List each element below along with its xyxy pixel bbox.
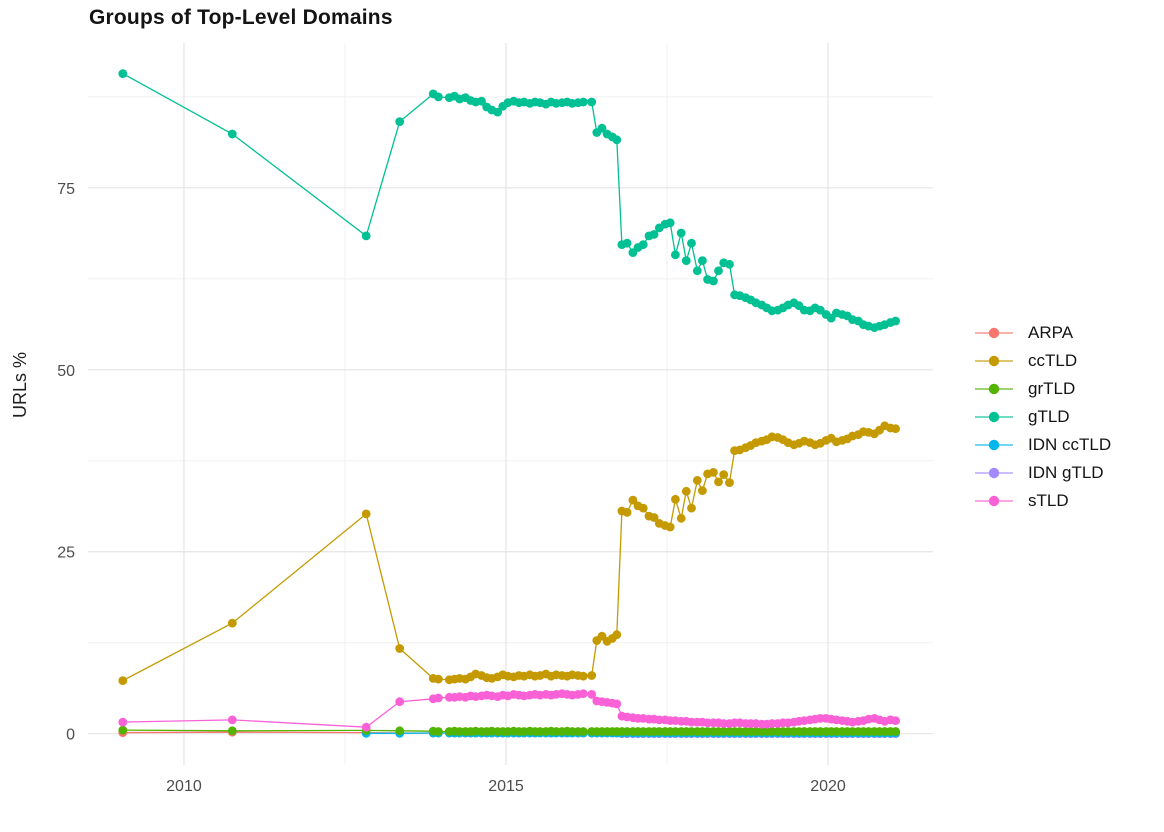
y-tick-label-25: 25 — [57, 545, 75, 562]
series-gtld-point — [395, 117, 404, 126]
series-stld-point — [228, 716, 237, 725]
series-gtld-point — [714, 266, 723, 275]
series-stld-point — [612, 700, 621, 709]
legend-key-stld-icon — [974, 492, 1014, 510]
series-gtld-point — [671, 250, 680, 259]
legend-key-idn-cctld-icon — [974, 436, 1014, 454]
legend-item-grtld: grTLD — [974, 375, 1111, 403]
series-cctld-point — [362, 510, 371, 519]
legend-item-gtld: gTLD — [974, 403, 1111, 431]
series-gtld-point — [677, 229, 686, 238]
series-gtld-point — [666, 218, 675, 227]
series-cctld-point — [677, 514, 686, 523]
series-cctld-point — [395, 644, 404, 653]
series-stld-point — [395, 697, 404, 706]
legend-key-arpa-icon — [974, 324, 1014, 342]
series-grtld-point — [891, 727, 900, 736]
legend-item-cctld: ccTLD — [974, 347, 1111, 375]
series-stld-point — [118, 718, 127, 727]
series-stld-point — [362, 723, 371, 732]
legend-label-arpa: ARPA — [1028, 323, 1073, 343]
series-cctld-point — [623, 508, 632, 517]
series-gtld-point — [698, 256, 707, 265]
legend-key-cctld-icon — [974, 352, 1014, 370]
series-cctld-point — [579, 672, 588, 681]
series-cctld-point — [709, 468, 718, 477]
chart-title: Groups of Top-Level Domains — [89, 6, 393, 30]
legend-item-idn-gtld: IDN gTLD — [974, 459, 1111, 487]
series-gtld-point — [434, 93, 443, 102]
series-gtld-point — [891, 317, 900, 326]
series-cctld-point — [612, 630, 621, 639]
legend: ARPA ccTLD grTLD gTLD IDN ccTLD IDN gTLD sTLD — [974, 319, 1111, 515]
series-cctld-point — [682, 487, 691, 496]
series-stld-point — [434, 694, 443, 703]
series-gtld-point — [587, 98, 596, 107]
legend-label-idn-cctld: IDN ccTLD — [1028, 435, 1111, 455]
series-gtld-point — [639, 240, 648, 249]
series-gtld-point — [612, 135, 621, 144]
legend-label-stld: sTLD — [1028, 491, 1069, 511]
y-tick-label-0: 0 — [66, 727, 75, 744]
series-cctld-point — [698, 486, 707, 495]
series-cctld-point — [639, 504, 648, 513]
series-gtld-point — [579, 98, 588, 107]
x-tick-label-2020: 2020 — [810, 778, 846, 795]
series-stld-point — [891, 716, 900, 725]
legend-label-idn-gtld: IDN gTLD — [1028, 463, 1104, 483]
series-cctld-point — [719, 470, 728, 479]
series-cctld-point — [434, 675, 443, 684]
series-cctld-point — [671, 495, 680, 504]
series-grtld-point — [579, 727, 588, 736]
series-gtld-point — [118, 69, 127, 78]
series-gtld-point — [687, 239, 696, 248]
series-cctld-point — [228, 619, 237, 628]
series-gtld-point — [362, 232, 371, 241]
series-cctld-point — [891, 424, 900, 433]
series-gtld-point — [682, 256, 691, 265]
legend-item-stld: sTLD — [974, 487, 1111, 515]
series-grtld-point — [118, 726, 127, 735]
series-gtld-point — [623, 239, 632, 248]
axis-tick-labels: 0 25 50 75 2010 2015 2020 — [57, 181, 846, 795]
legend-key-grtld-icon — [974, 380, 1014, 398]
series-gtld-point — [725, 260, 734, 269]
y-tick-label-75: 75 — [57, 181, 75, 198]
series-group — [118, 69, 900, 738]
legend-label-cctld: ccTLD — [1028, 351, 1077, 371]
x-tick-label-2010: 2010 — [166, 778, 202, 795]
legend-item-idn-cctld: IDN ccTLD — [974, 431, 1111, 459]
series-gtld-point — [228, 130, 237, 139]
x-tick-label-2015: 2015 — [488, 778, 524, 795]
series-grtld-point — [434, 727, 443, 736]
series-gtld — [118, 69, 900, 332]
series-cctld-point — [693, 476, 702, 485]
y-axis-title: URLs % — [10, 333, 32, 437]
y-tick-label-50: 50 — [57, 363, 75, 380]
series-cctld-point — [587, 671, 596, 680]
series-grtld-point — [395, 726, 404, 735]
legend-label-gtld: gTLD — [1028, 407, 1070, 427]
series-cctld-point — [666, 523, 675, 532]
series-cctld-point — [118, 676, 127, 685]
series-stld-point — [579, 689, 588, 698]
series-cctld-point — [714, 478, 723, 487]
series-grtld-point — [228, 726, 237, 735]
series-stld — [118, 689, 900, 731]
series-gtld-point — [709, 277, 718, 286]
series-gtld-line — [123, 74, 896, 328]
series-cctld-point — [687, 504, 696, 513]
series-gtld-point — [693, 266, 702, 275]
legend-label-grtld: grTLD — [1028, 379, 1075, 399]
legend-key-gtld-icon — [974, 408, 1014, 426]
legend-item-arpa: ARPA — [974, 319, 1111, 347]
gridlines — [88, 43, 933, 765]
legend-key-idn-gtld-icon — [974, 464, 1014, 482]
series-cctld-point — [725, 478, 734, 487]
